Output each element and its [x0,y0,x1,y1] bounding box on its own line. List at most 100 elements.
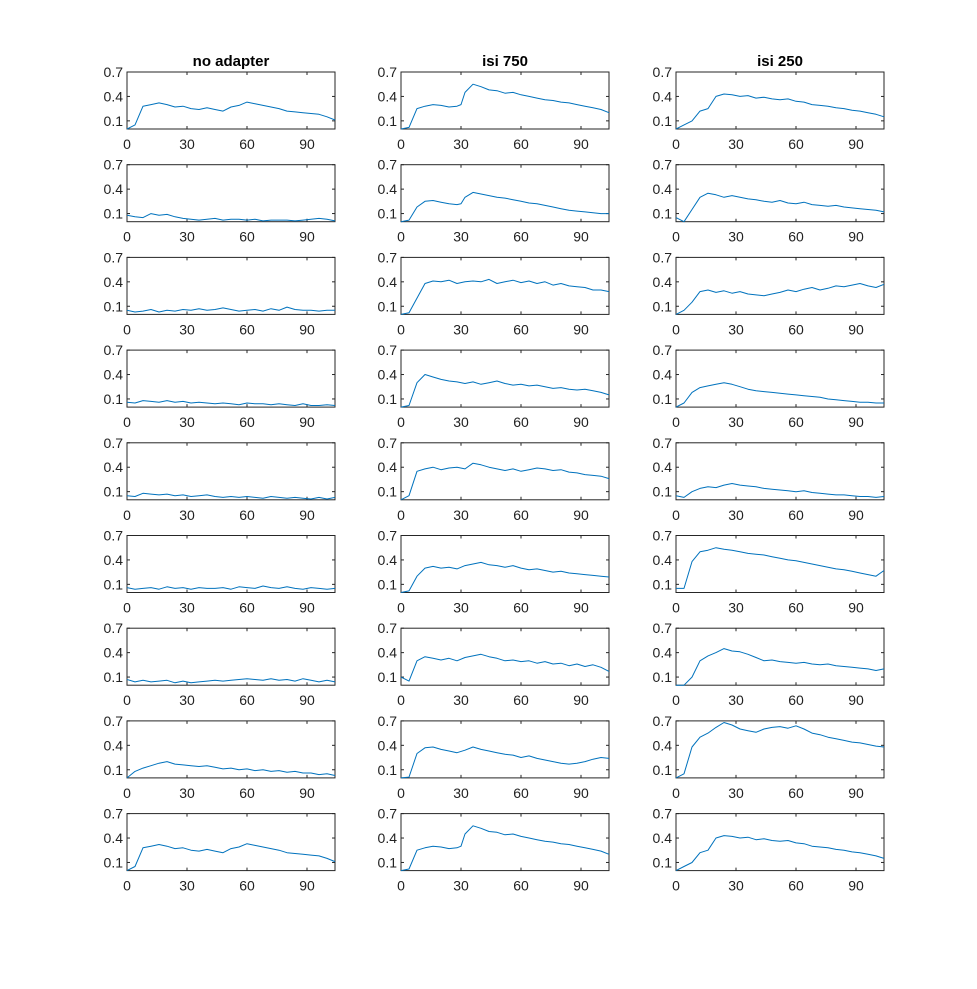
y-tick-label: 0.4 [104,274,124,290]
x-tick-label: 90 [299,136,315,152]
x-tick-label: 0 [672,414,680,430]
x-tick-label: 30 [179,136,195,152]
subplot-r8-c3: 0.1 0.4 0.7 0 30 60 90 [653,713,885,801]
y-tick-label: 0.7 [378,528,398,544]
x-tick-label: 60 [513,785,529,801]
x-tick-label: 0 [672,878,680,894]
x-tick-label: 90 [573,878,589,894]
x-tick-label: 30 [453,321,469,337]
x-tick-label: 0 [123,229,131,245]
plot-area [400,71,610,130]
x-tick-label: 0 [397,321,405,337]
series-line [126,213,336,222]
x-tick-label: 0 [123,321,131,337]
plot-area [675,164,885,223]
x-tick-label: 30 [179,785,195,801]
x-tick-label: 30 [179,878,195,894]
x-tick-label: 60 [788,229,804,245]
x-tick-label: 90 [573,507,589,523]
series-line [126,678,336,684]
y-tick-label: 0.7 [378,435,398,451]
y-tick-label: 0.7 [653,620,673,636]
y-tick-label: 0.7 [653,713,673,729]
x-tick-label: 90 [299,600,315,616]
x-tick-label: 90 [299,878,315,894]
x-tick-label: 0 [123,878,131,894]
subplot-r6-c3: 0.1 0.4 0.7 0 30 60 90 [653,528,885,616]
plot-area [675,813,885,872]
y-tick-label: 0.1 [104,669,124,685]
x-tick-label: 30 [453,136,469,152]
y-tick-label: 0.1 [653,576,673,592]
x-tick-label: 0 [397,414,405,430]
x-tick-label: 30 [728,507,744,523]
x-tick-label: 0 [672,600,680,616]
series-line [126,585,336,590]
x-tick-label: 60 [788,507,804,523]
x-tick-label: 30 [179,600,195,616]
plot-area [675,71,885,130]
x-tick-label: 30 [728,229,744,245]
series-line [400,191,609,223]
subplot-r7-c2: 0.1 0.4 0.7 0 30 60 90 [378,620,610,708]
x-tick-label: 0 [672,229,680,245]
x-tick-label: 60 [513,229,529,245]
y-tick-label: 0.1 [378,854,398,870]
plot-area [400,720,610,779]
y-tick-label: 0.1 [653,762,673,778]
y-tick-label: 0.7 [104,620,124,636]
x-tick-label: 90 [573,136,589,152]
y-tick-label: 0.7 [104,435,124,451]
x-tick-label: 0 [123,136,131,152]
series-line [126,306,335,313]
y-tick-label: 0.4 [104,737,124,753]
y-tick-label: 0.7 [653,157,673,173]
plot-area [126,349,336,408]
subplot-r2-c3: 0.1 0.4 0.7 0 30 60 90 [653,157,885,245]
x-tick-label: 60 [513,878,529,894]
x-tick-label: 30 [453,600,469,616]
series-line [400,278,610,315]
subplot-r3-c2: 0.1 0.4 0.7 0 30 60 90 [378,249,610,337]
series-line [400,462,610,501]
y-tick-label: 0.7 [378,342,398,358]
x-tick-label: 60 [513,692,529,708]
plot-area [126,535,336,593]
series-line [675,283,885,315]
y-tick-label: 0.1 [378,298,398,314]
x-tick-label: 30 [453,785,469,801]
x-tick-label: 60 [239,507,255,523]
x-tick-label: 0 [123,692,131,708]
series-line [400,746,610,779]
subplot-r6-c2: 0.1 0.4 0.7 0 30 60 90 [378,528,610,616]
y-tick-label: 0.1 [104,206,124,222]
x-tick-label: 60 [239,600,255,616]
subplot-r7-c1: 0.1 0.4 0.7 0 30 60 90 [104,620,336,708]
x-tick-label: 60 [239,229,255,245]
x-tick-label: 60 [513,600,529,616]
y-tick-label: 0.7 [104,342,124,358]
x-tick-label: 30 [728,600,744,616]
plot-area [675,720,885,779]
series-line [400,374,610,408]
subplot-r7-c3: 0.1 0.4 0.7 0 30 60 90 [653,620,885,708]
x-tick-label: 30 [728,414,744,430]
x-tick-label: 30 [453,692,469,708]
x-tick-label: 30 [179,414,195,430]
x-tick-label: 90 [573,229,589,245]
y-tick-label: 0.1 [104,298,124,314]
y-tick-label: 0.4 [378,830,398,846]
y-tick-label: 0.1 [378,206,398,222]
y-tick-label: 0.7 [104,64,124,80]
y-tick-label: 0.7 [104,806,124,822]
series-line [676,648,885,686]
subplot-r8-c2: 0.1 0.4 0.7 0 30 60 90 [378,713,610,801]
x-tick-label: 60 [788,692,804,708]
x-tick-label: 90 [848,507,864,523]
subplot-r5-c3: 0.1 0.4 0.7 0 30 60 90 [653,435,885,523]
y-tick-label: 0.4 [653,367,673,383]
y-tick-label: 0.4 [104,830,124,846]
y-tick-label: 0.4 [104,367,124,383]
y-tick-label: 0.1 [104,484,124,500]
plot-area [400,627,610,686]
